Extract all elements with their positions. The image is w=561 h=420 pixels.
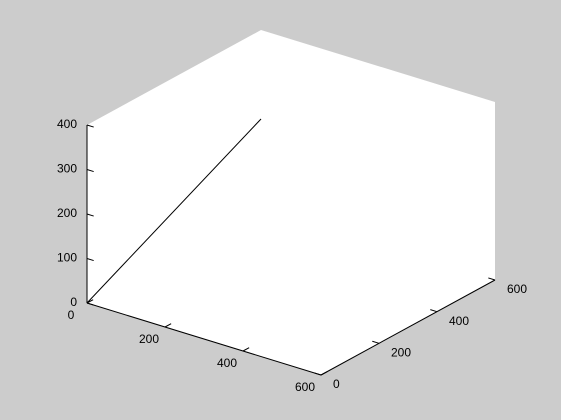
z-tick-label: 200 [57,206,77,220]
x-tick-mark [320,371,328,376]
y-tick-mark [488,277,496,281]
x-tick-label: 0 [68,308,75,322]
z-tick-label: 400 [57,117,77,131]
y-tick-label: 200 [391,345,411,359]
z-tick-mark [86,169,94,173]
y-tick-label: 0 [333,377,340,391]
series-line [86,118,262,304]
x-tick-mark [242,347,250,352]
axes-background [87,30,495,375]
z-tick-label: 0 [70,295,77,309]
tick-marks [86,124,496,376]
z-tick-mark [86,302,94,306]
tick-labels: 0 200 400 600 0 200 400 600 0 100 200 300 400 [57,117,527,394]
z-tick-label: 300 [57,162,77,176]
y-tick-label: 600 [507,282,527,296]
z-tick-mark [86,213,94,217]
data-series [86,118,262,304]
y-tick-mark [372,340,380,344]
z-tick-label: 100 [57,251,77,265]
axes-box-face [87,30,495,375]
y-axis-line [320,279,496,376]
x-axis-line [86,302,322,376]
x-tick-mark [164,323,172,328]
y-tick-mark [430,309,438,313]
y-tick-mark [314,372,322,376]
z-tick-mark [86,124,94,128]
x-tick-label: 400 [217,356,237,370]
y-tick-label: 400 [449,314,469,328]
x-tick-label: 200 [139,332,159,346]
x-tick-label: 600 [295,380,315,394]
z-tick-mark [86,258,94,262]
